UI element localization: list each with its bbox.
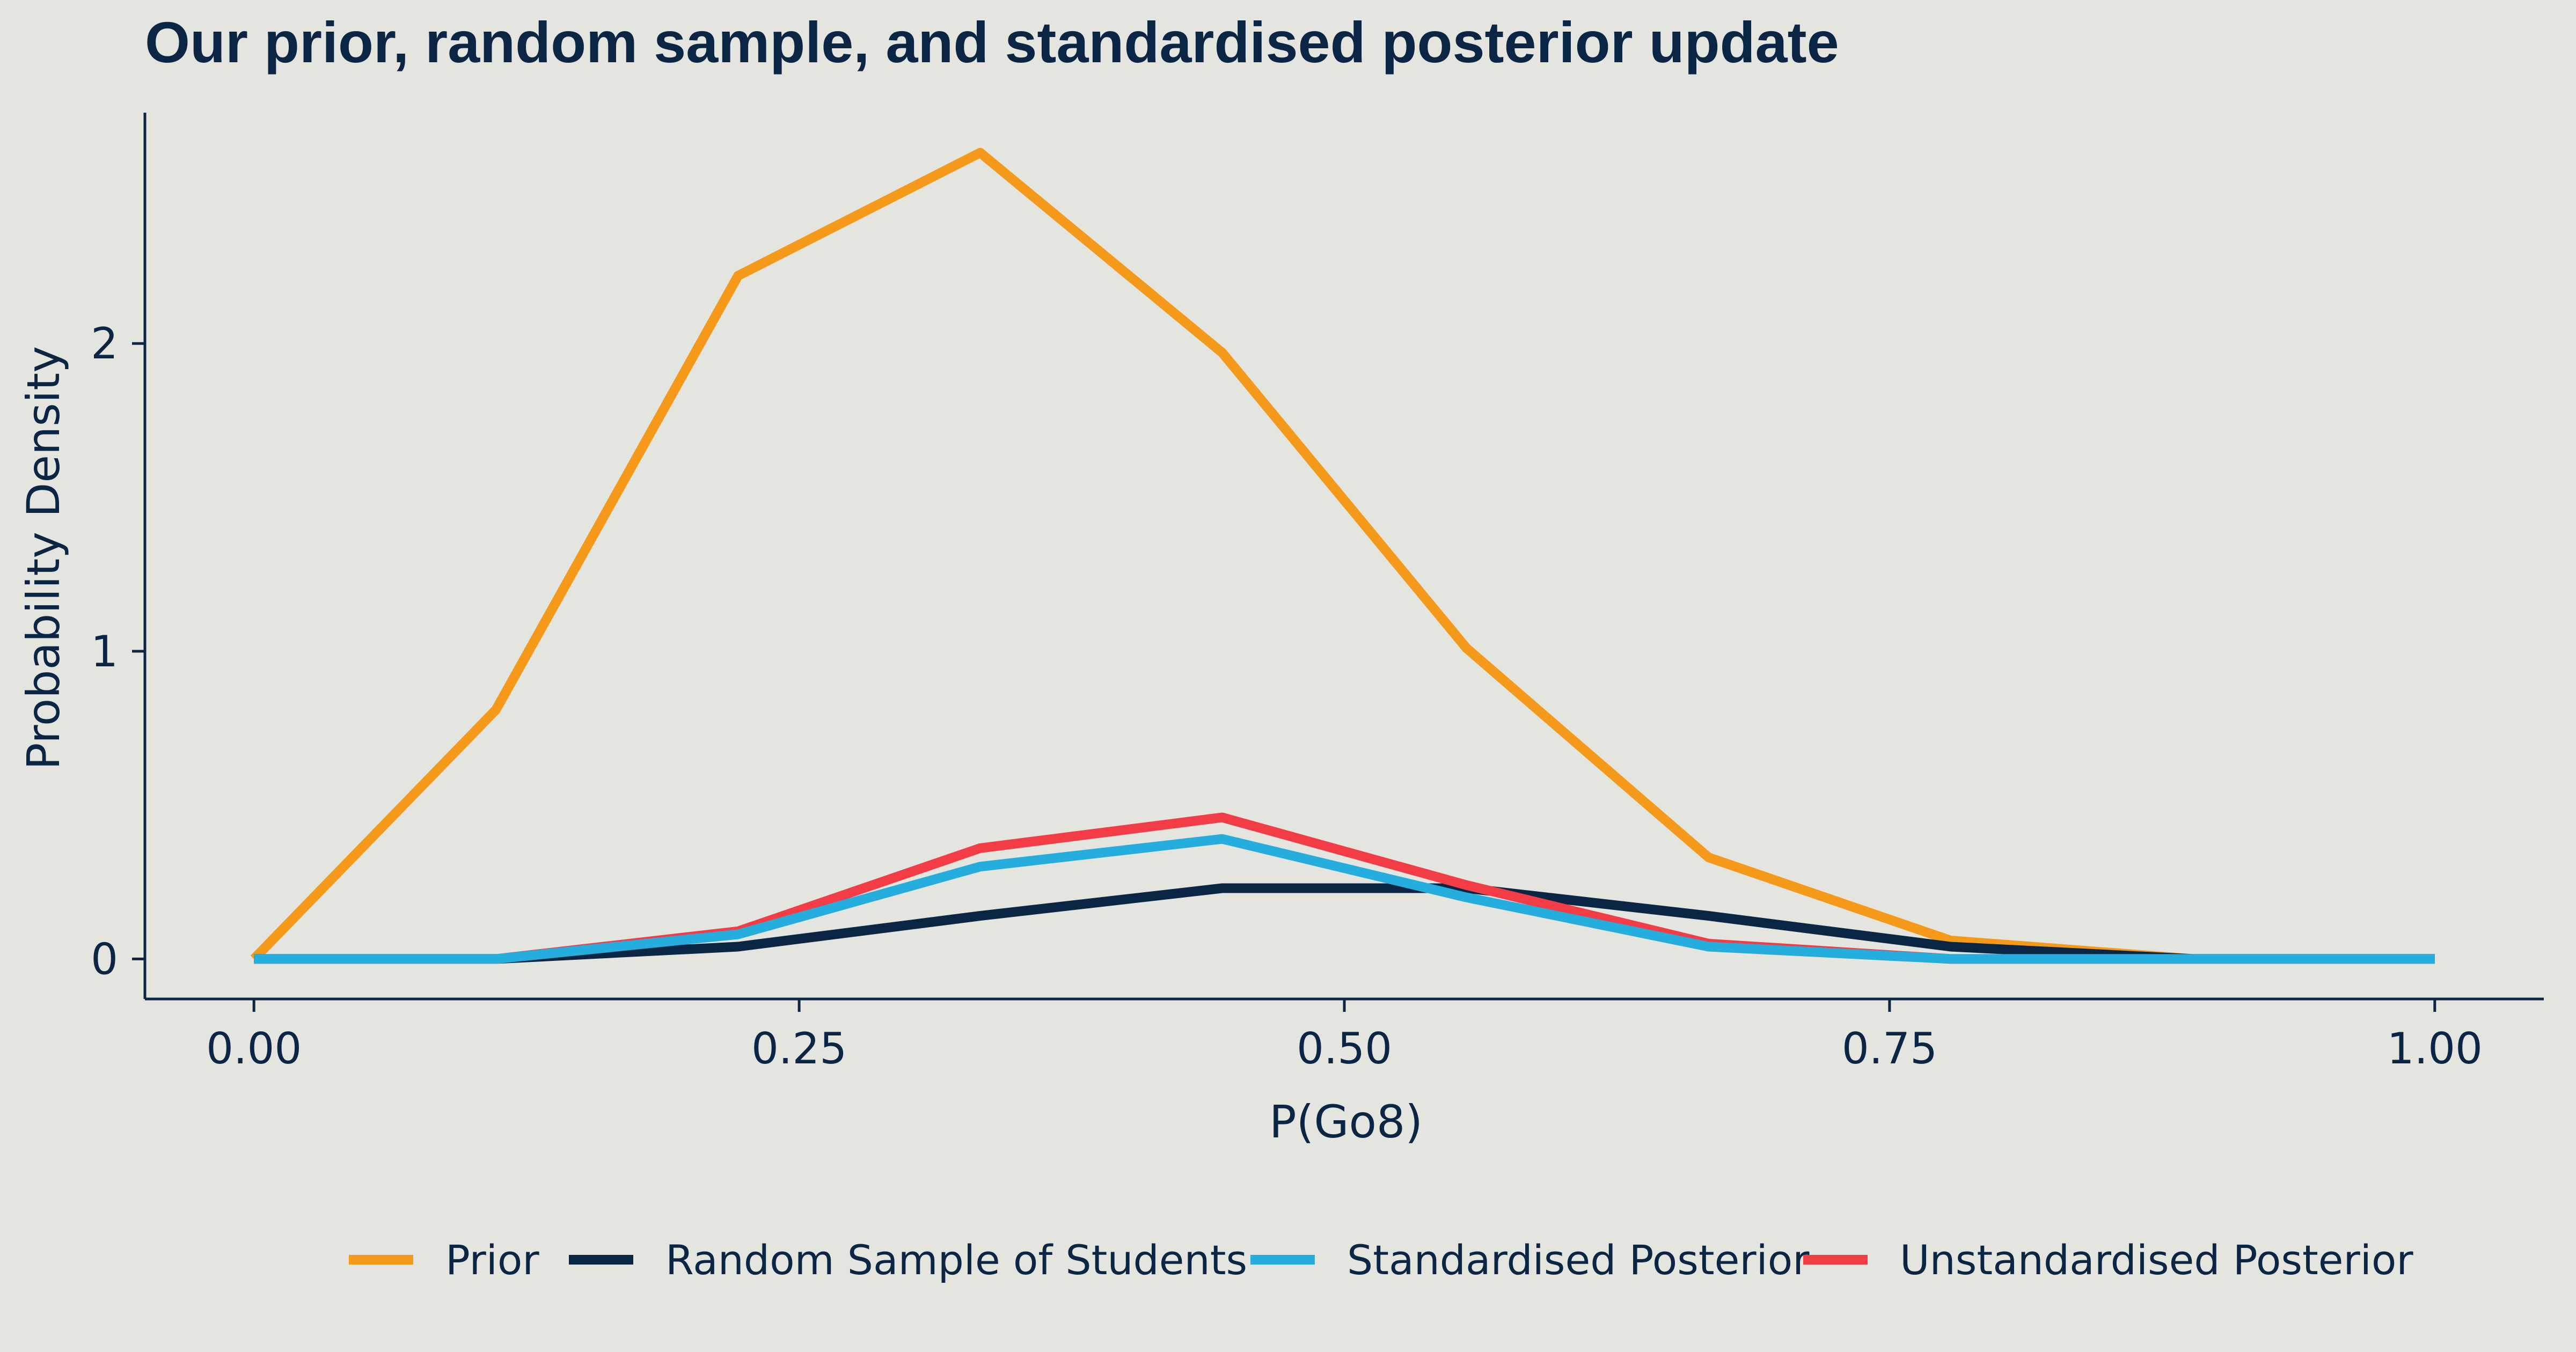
x-tick-label: 0.25 [751,1024,847,1074]
legend-label: Random Sample of Students [665,1236,1247,1284]
x-tick-label: 1.00 [2387,1024,2483,1074]
y-tick-label: 0 [91,934,118,984]
axes: 0.00 0.25 0.50 0.75 1.00 0 1 2 [91,113,2544,1074]
legend: Prior Random Sample of Students Standardis… [349,1236,2413,1284]
y-tick-label: 2 [91,319,118,369]
legend-item-standardised-posterior: Standardised Posterior [1250,1236,1810,1284]
x-tick-label: 0.75 [1842,1024,1937,1074]
legend-item-random-sample-of-students: Random Sample of Students [569,1236,1247,1284]
chart-title: Our prior, random sample, and standardis… [145,10,1839,75]
series-prior [250,148,2435,964]
series-standardised-posterior [254,834,2435,964]
series-random-sample-of-students [254,883,2435,964]
series-line-random-sample-of-students [254,883,2435,964]
y-tick-label: 1 [91,627,118,677]
legend-label: Standardised Posterior [1347,1236,1810,1284]
y-axis-label: Probability Density [17,346,70,770]
series-line-prior [250,148,2435,964]
legend-item-unstandardised-posterior: Unstandardised Posterior [1803,1236,2413,1284]
x-tick-label: 0.50 [1297,1024,1392,1074]
x-tick-label: 0.00 [206,1024,302,1074]
legend-item-prior: Prior [349,1236,539,1284]
series-line-standardised-posterior [254,834,2435,964]
legend-label: Unstandardised Posterior [1900,1236,2413,1284]
x-axis-label: P(Go8) [1269,1096,1423,1148]
plot-area [250,148,2435,964]
legend-label: Prior [445,1236,539,1284]
